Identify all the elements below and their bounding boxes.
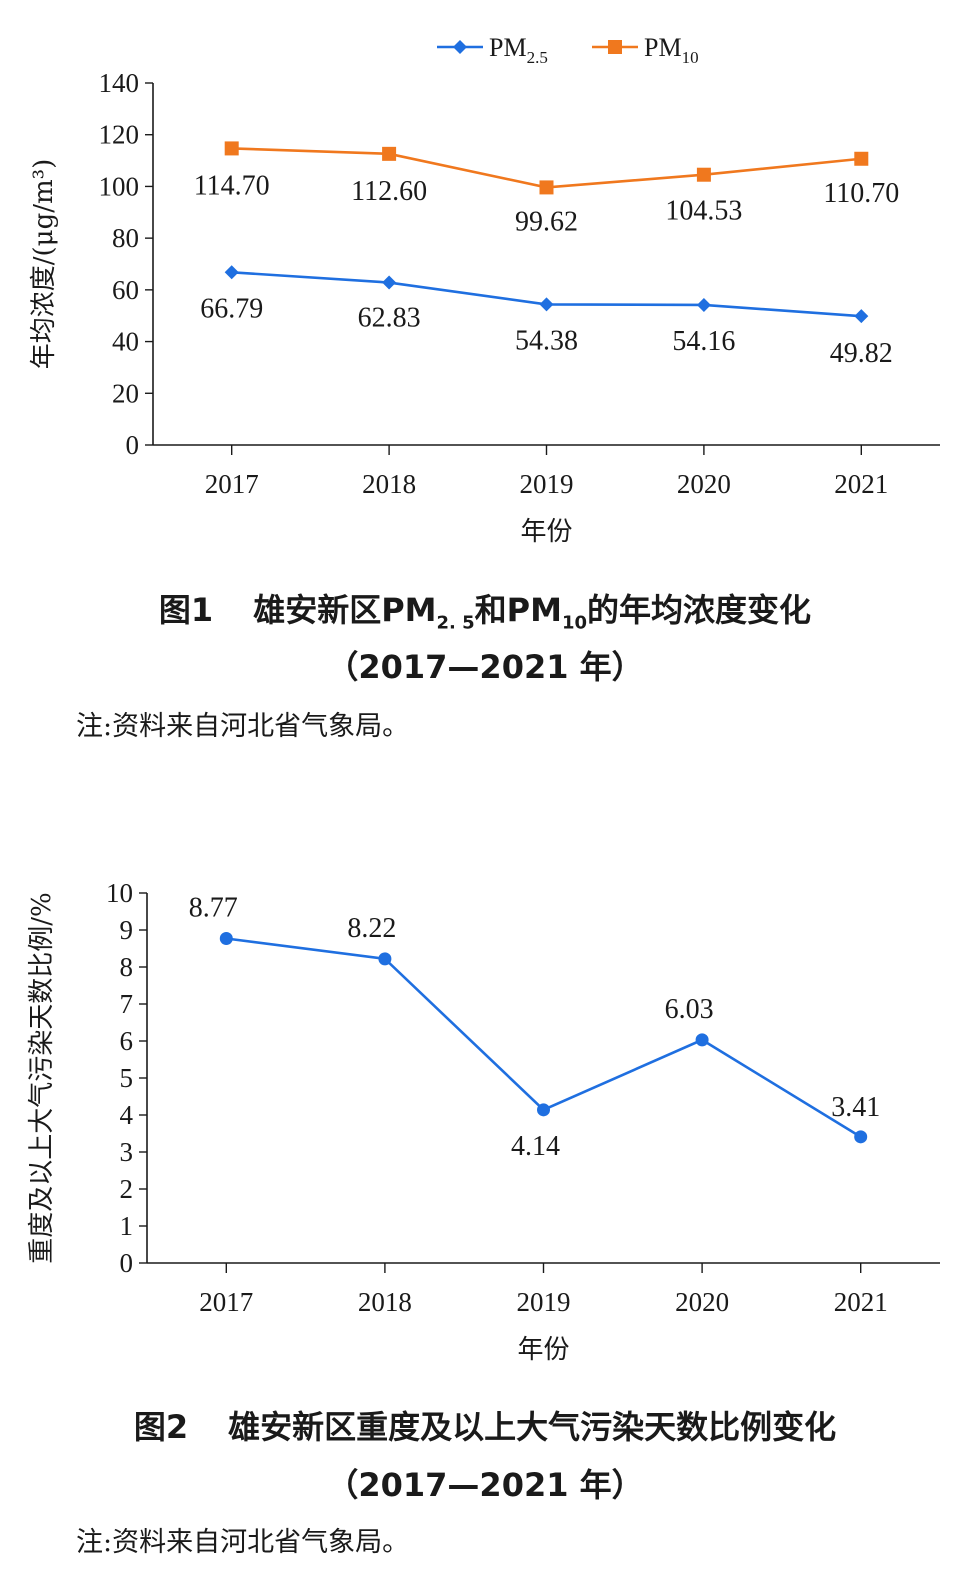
y-tick-label: 8 xyxy=(120,952,134,982)
x-tick-label: 2021 xyxy=(834,469,888,499)
data-label: 112.60 xyxy=(351,176,427,207)
chart-1-caption-years: （2017—2021 年） xyxy=(326,648,644,686)
chart-2-note: 注:资料来自河北省气象局。 xyxy=(76,1527,410,1558)
y-tick-label: 120 xyxy=(99,120,140,150)
data-label: 49.82 xyxy=(830,338,893,369)
y-tick-label: 0 xyxy=(120,1248,134,1278)
chart-1-note: 注:资料来自河北省气象局。 xyxy=(76,711,410,742)
chart-2-caption-text: 雄安新区重度及以上大气污染天数比例变化 xyxy=(228,1408,837,1446)
x-tick-label: 2017 xyxy=(199,1287,253,1317)
data-label: 110.70 xyxy=(823,178,899,209)
data-point xyxy=(224,141,239,156)
chart-1-caption-mid: 和PM xyxy=(474,591,562,629)
x-axis-title: 年份 xyxy=(520,517,572,547)
y-tick-label: 60 xyxy=(112,275,139,305)
x-tick-label: 2019 xyxy=(520,469,574,499)
data-label: 8.77 xyxy=(189,893,238,924)
data-point xyxy=(382,146,397,161)
y-tick-label: 6 xyxy=(120,1026,134,1056)
legend-marker xyxy=(453,40,467,54)
data-point xyxy=(696,167,711,182)
y-tick-label: 10 xyxy=(106,878,133,908)
y-tick-label: 20 xyxy=(112,378,139,408)
chart-1-caption-sub1: 2. 5 xyxy=(436,612,475,634)
y-axis-title: 年均浓度/(μg/m³) xyxy=(29,159,59,369)
x-tick-label: 2019 xyxy=(517,1287,571,1317)
data-label: 4.14 xyxy=(511,1131,560,1162)
legend-label: PM10 xyxy=(644,33,699,67)
data-label: 104.53 xyxy=(665,196,742,227)
y-tick-label: 7 xyxy=(120,989,134,1019)
data-point xyxy=(382,275,397,290)
data-label: 54.16 xyxy=(672,326,735,357)
data-label: 54.38 xyxy=(515,325,578,356)
data-point xyxy=(695,1033,709,1047)
x-tick-label: 2020 xyxy=(677,469,731,499)
x-tick-label: 2021 xyxy=(834,1287,888,1317)
data-point xyxy=(378,952,392,966)
chart-1-caption-post: 的年均浓度变化 xyxy=(587,591,812,629)
legend-marker xyxy=(608,40,622,54)
data-point xyxy=(539,297,554,312)
y-tick-label: 40 xyxy=(112,327,139,357)
y-tick-label: 0 xyxy=(126,430,140,460)
chart-2-caption-years: （2017—2021 年） xyxy=(326,1466,644,1504)
y-tick-label: 9 xyxy=(120,915,134,945)
data-point xyxy=(537,1103,550,1117)
y-tick-label: 5 xyxy=(120,1063,134,1093)
y-tick-label: 80 xyxy=(112,223,139,253)
data-point xyxy=(539,180,554,195)
x-tick-label: 2018 xyxy=(358,1287,412,1317)
x-axis-title: 年份 xyxy=(517,1335,569,1365)
data-label: 66.79 xyxy=(200,293,263,324)
chart-1: 0 20 40 60 80 100 120 140 2017 2018 2019 2020 2021 年份… xyxy=(29,33,940,547)
data-label: 8.22 xyxy=(347,913,396,944)
x-tick-label: 2017 xyxy=(205,469,259,499)
y-tick-label: 1 xyxy=(120,1211,134,1241)
data-label: 99.62 xyxy=(515,206,578,237)
chart-2-caption: 图2 雄安新区重度及以上大气污染天数比例变化 xyxy=(0,1402,970,1448)
data-point xyxy=(224,265,239,280)
chart-1-caption-pre: 雄安新区PM xyxy=(253,591,437,629)
y-tick-label: 3 xyxy=(120,1137,134,1167)
chart-1-caption-sub2: 10 xyxy=(561,612,588,634)
y-axis-title: 重度及以上大气污染天数比例/% xyxy=(27,892,57,1263)
data-label: 6.03 xyxy=(665,994,714,1025)
data-point xyxy=(696,297,711,312)
y-tick-label: 140 xyxy=(99,68,140,98)
data-point xyxy=(854,151,869,166)
data-label: 62.83 xyxy=(358,303,421,334)
data-point xyxy=(219,932,233,946)
y-tick-label: 4 xyxy=(120,1100,134,1130)
y-tick-label: 2 xyxy=(120,1174,134,1204)
data-point xyxy=(854,309,869,324)
data-point xyxy=(854,1130,868,1144)
legend: PM2.5 PM10 xyxy=(437,33,699,67)
chart-2: 0 1 2 3 4 5 6 7 8 9 10 2017 2018 2019 2020 2021 年份 重度及以上大… xyxy=(27,878,940,1365)
x-tick-label: 2020 xyxy=(675,1287,729,1317)
y-tick-label: 100 xyxy=(99,171,140,201)
chart-1-caption-number: 图1 xyxy=(158,591,214,629)
data-label: 3.41 xyxy=(831,1092,880,1123)
data-label: 114.70 xyxy=(194,170,270,201)
chart-2-caption-number: 图2 xyxy=(133,1408,189,1446)
chart-1-caption: 图1 雄安新区PM2. 5和PM10的年均浓度变化 xyxy=(0,585,970,633)
legend-label: PM2.5 xyxy=(489,33,548,67)
x-tick-label: 2018 xyxy=(362,469,416,499)
